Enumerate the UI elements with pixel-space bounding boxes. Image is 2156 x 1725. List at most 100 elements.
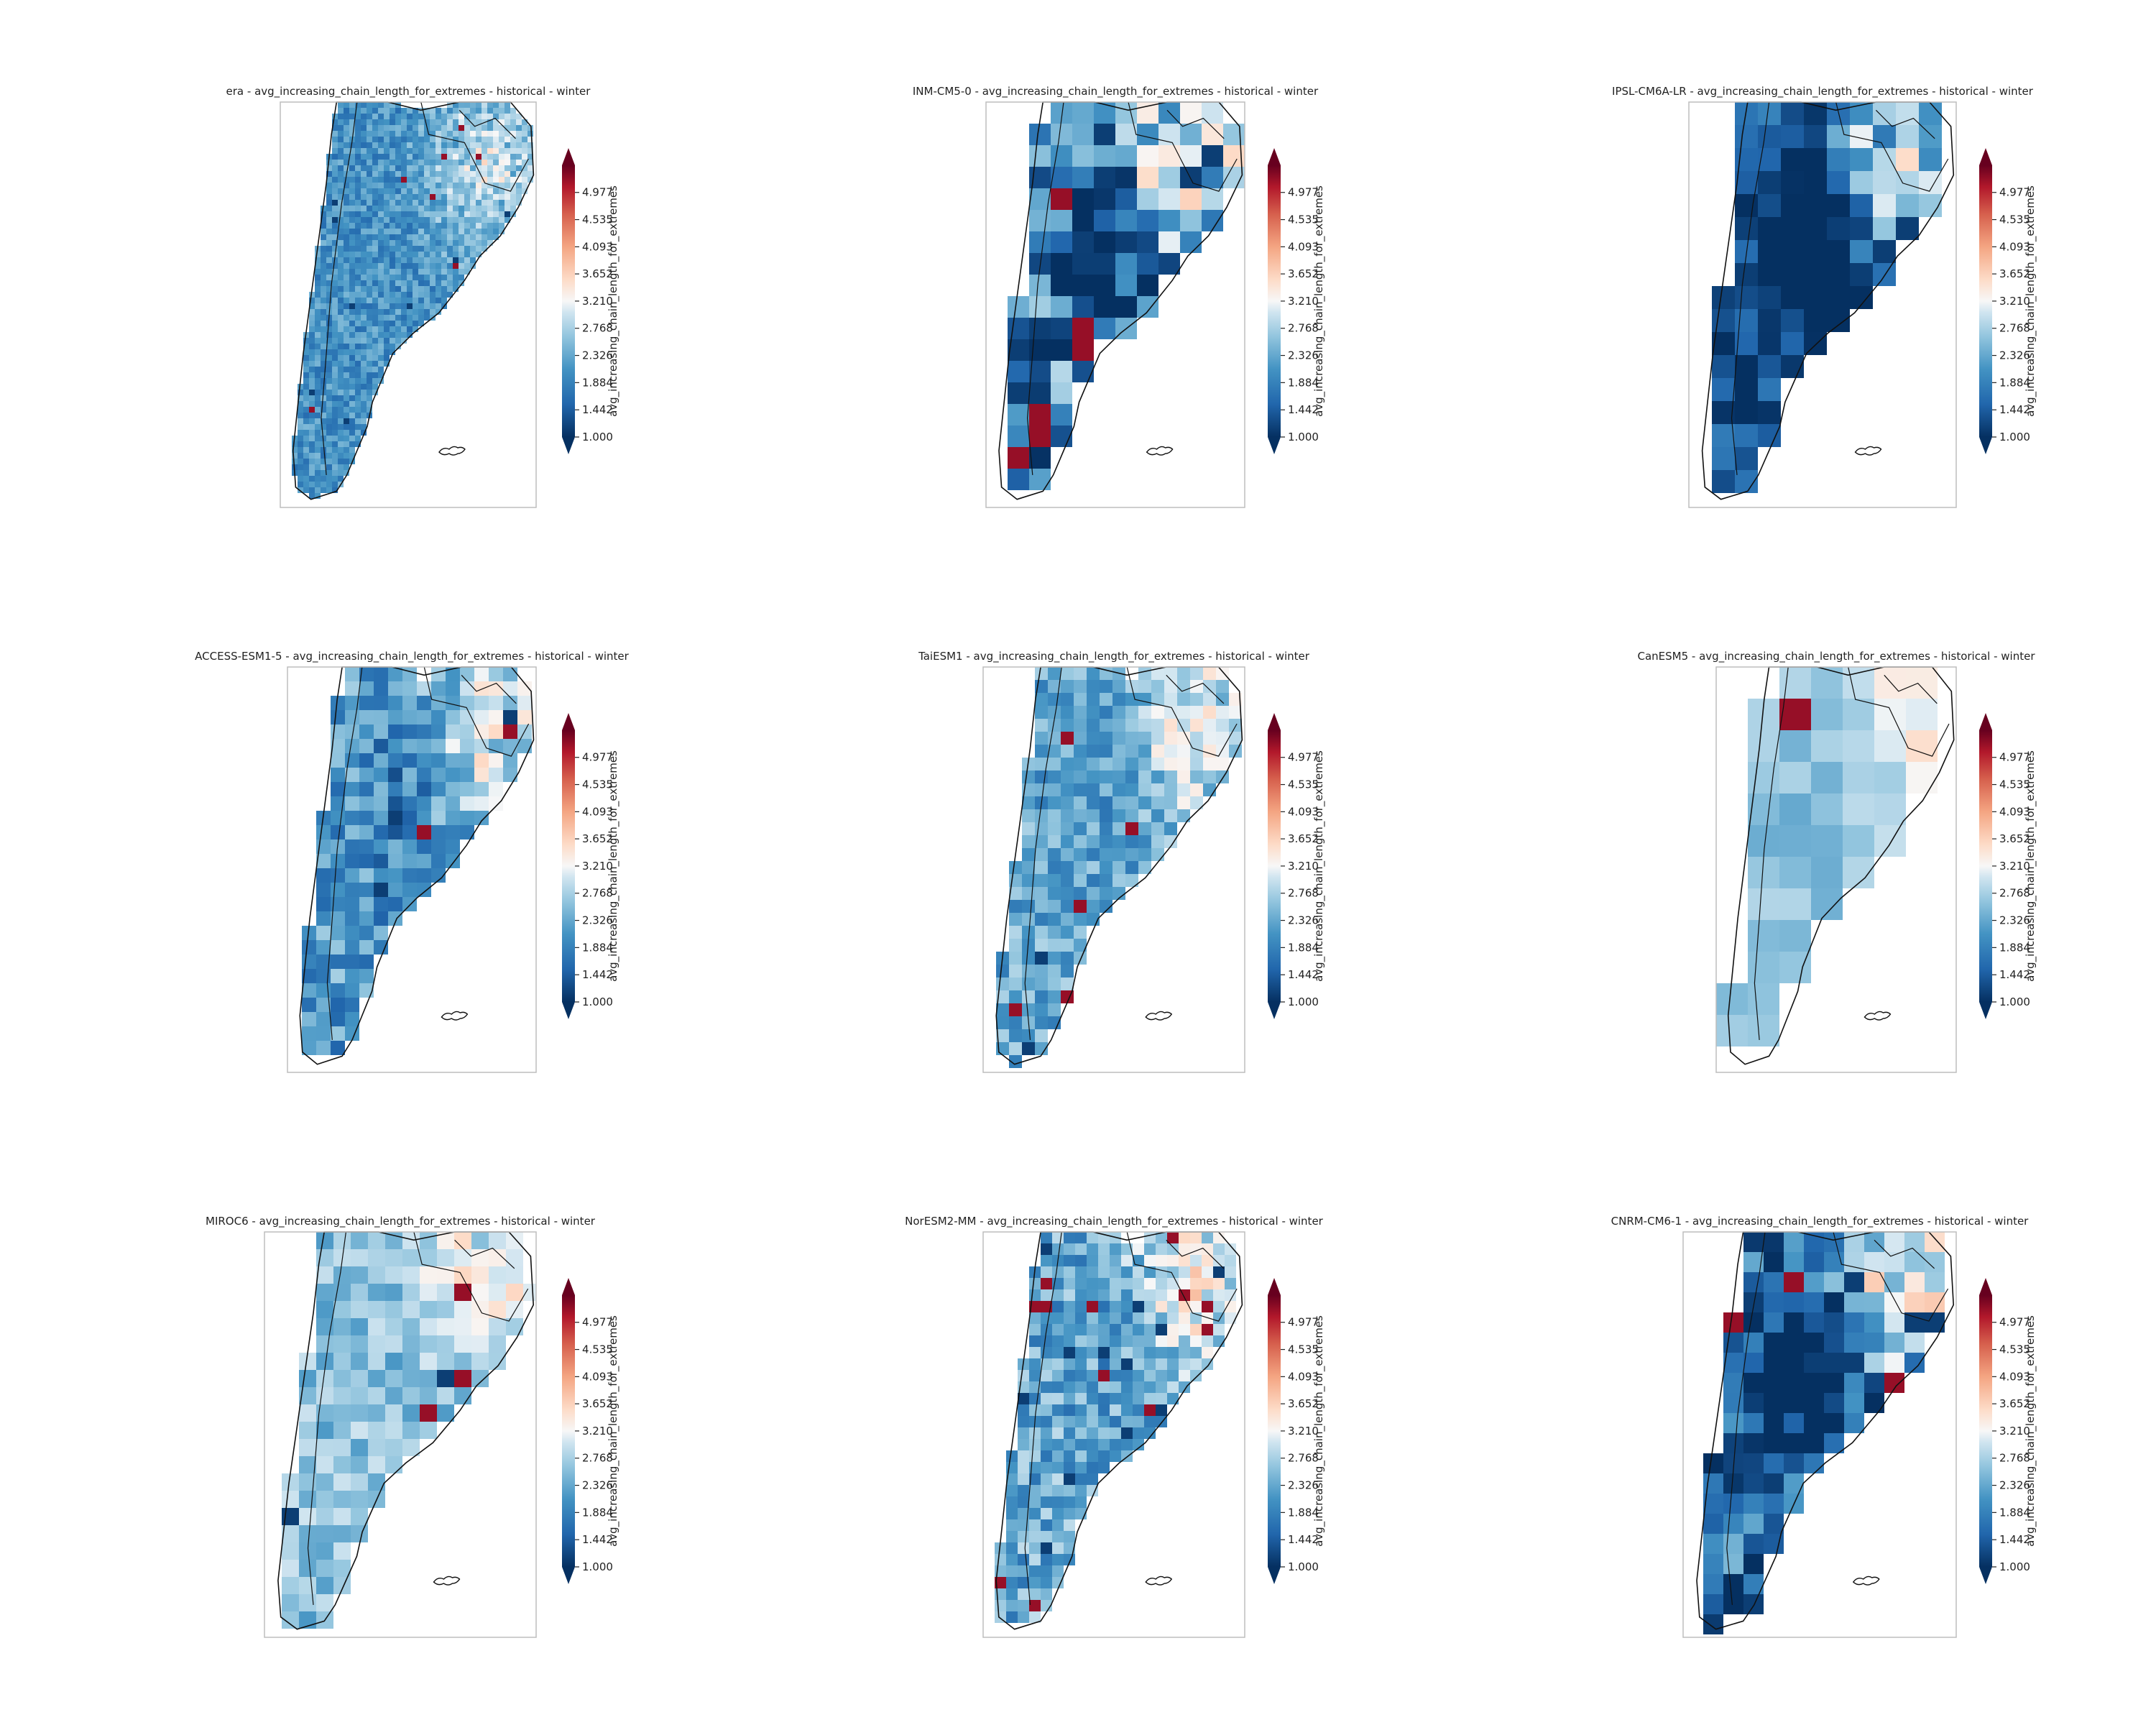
border-paraguay — [1874, 1239, 1935, 1269]
map-title: IPSL-CM6A-LR - avg_increasing_chain_leng… — [1612, 85, 2034, 98]
colorbar-tick-label: 1.000 — [1999, 431, 2030, 443]
coastline — [1727, 666, 1955, 1065]
border-paraguay — [1875, 109, 1935, 139]
border-andes — [321, 101, 358, 475]
coastline — [995, 666, 1243, 1065]
map-title: MIROC6 - avg_increasing_chain_length_for… — [206, 1215, 596, 1228]
border-north — [420, 101, 529, 192]
falkland-islands — [438, 446, 466, 456]
colorbar-tick-label: 3.652 — [582, 1397, 613, 1410]
colorbar-tick-label: 4.535 — [1999, 213, 2030, 226]
colorbar-tick-label: 1.884 — [582, 941, 613, 954]
colorbar-extend-min — [1268, 437, 1281, 454]
map-panel-miroc: MIROC6 - avg_increasing_chain_length_for… — [206, 1215, 620, 1638]
colorbar-tick-label: 4.977 — [582, 751, 613, 764]
colorbar-tick-label: 1.442 — [582, 1533, 613, 1546]
colorbar-tick-label: 4.977 — [1288, 186, 1319, 199]
colorbar-tick-label: 2.326 — [1999, 914, 2030, 927]
colorbar-tick-label: 3.210 — [1999, 295, 2030, 308]
coastline — [299, 666, 535, 1065]
colorbar-label: avg_increasing_chain_length_for_extremes — [607, 185, 620, 417]
border-paraguay — [461, 674, 517, 704]
colorbar-tick-label: 4.977 — [1999, 751, 2030, 764]
colorbar-body — [1268, 1295, 1281, 1567]
colorbar-tick-label: 4.093 — [1288, 240, 1319, 253]
colorbar-tick-label: 1.000 — [1288, 1560, 1319, 1573]
map-title: ACCESS-ESM1-5 - avg_increasing_chain_len… — [195, 650, 629, 663]
colorbar-extend-min — [1268, 1002, 1281, 1019]
colorbar-tick-label: 2.326 — [1999, 349, 2030, 362]
falkland-islands — [433, 1576, 461, 1586]
border-andes — [307, 1231, 346, 1605]
colorbar-tick-label: 3.210 — [1288, 295, 1319, 308]
coastline — [277, 1231, 535, 1630]
border-paraguay — [1166, 109, 1225, 139]
data-field — [1716, 667, 1938, 1046]
border-north — [1126, 666, 1238, 757]
border-andes — [1731, 101, 1770, 475]
colorbar: 1.000 1.442 1.884 2.326 2.768 3.210 3.652 4.093… — [1268, 1278, 1326, 1584]
border-paraguay — [459, 109, 516, 139]
colorbar-extend-max — [1979, 148, 1992, 165]
colorbar-tick-label: 4.535 — [1999, 1343, 2030, 1356]
colorbar-label: avg_increasing_chain_length_for_extremes — [607, 750, 620, 982]
border-andes — [1024, 1231, 1062, 1605]
colorbar: 1.000 1.442 1.884 2.326 2.768 3.210 3.652 4.093… — [1268, 713, 1326, 1019]
colorbar-tick-label: 3.210 — [582, 860, 613, 873]
data-field — [1712, 102, 1942, 493]
colorbar-body — [1979, 165, 1992, 437]
colorbar-tick-label: 1.000 — [1288, 995, 1319, 1008]
colorbar-extend-min — [1268, 1567, 1281, 1584]
colorbar-extend-max — [1979, 713, 1992, 730]
colorbar-body — [1979, 730, 1992, 1002]
colorbar-tick-label: 3.652 — [1288, 267, 1319, 280]
map-frame — [985, 101, 1245, 508]
colorbar-tick-label: 2.768 — [582, 1452, 613, 1465]
colorbar-extend-max — [1268, 1278, 1281, 1295]
coastline — [998, 101, 1243, 500]
map-frame — [280, 101, 537, 508]
colorbar-tick-label: 4.093 — [582, 1370, 613, 1383]
colorbar-extend-max — [562, 1278, 575, 1295]
colorbar-tick-label: 1.000 — [1999, 995, 2030, 1008]
colorbar-tick-label: 1.884 — [1999, 376, 2030, 389]
colorbar: 1.000 1.442 1.884 2.326 2.768 3.210 3.652 4.093… — [562, 148, 620, 454]
map-panel-cnrm: CNRM-CM6-1 - avg_increasing_chain_length… — [1611, 1215, 2037, 1638]
colorbar: 1.000 1.442 1.884 2.326 2.768 3.210 3.652 4.093… — [1979, 148, 2037, 454]
border-north — [1848, 666, 1950, 757]
border-paraguay — [1884, 674, 1938, 704]
colorbar-tick-label: 3.210 — [1999, 1425, 2030, 1438]
border-paraguay — [1166, 674, 1225, 704]
colorbar-tick-label: 4.535 — [1288, 1343, 1319, 1356]
colorbar-extend-max — [562, 713, 575, 730]
colorbar-tick-label: 2.326 — [582, 914, 613, 927]
map-panel-ipsl: IPSL-CM6A-LR - avg_increasing_chain_leng… — [1612, 85, 2037, 508]
colorbar: 1.000 1.442 1.884 2.326 2.768 3.210 3.652 4.093… — [1268, 148, 1326, 454]
map-title: TaiESM1 - avg_increasing_chain_length_fo… — [918, 650, 1310, 663]
map-frame — [264, 1231, 537, 1638]
data-field — [282, 1232, 536, 1629]
colorbar-label: avg_increasing_chain_length_for_extremes — [2024, 750, 2037, 982]
colorbar-label: avg_increasing_chain_length_for_extremes — [1312, 750, 1326, 982]
colorbar-tick-label: 2.768 — [582, 887, 613, 900]
colorbar-tick-label: 2.768 — [1288, 887, 1319, 900]
colorbar-tick-label: 4.093 — [1999, 805, 2030, 818]
colorbar-body — [1268, 165, 1281, 437]
colorbar-extend-min — [1979, 1567, 1992, 1584]
border-north — [423, 666, 530, 757]
colorbar-tick-label: 4.093 — [1999, 1370, 2030, 1383]
falkland-islands — [1145, 1576, 1173, 1586]
colorbar-tick-label: 3.210 — [1999, 860, 2030, 873]
colorbar-tick-label: 3.652 — [1999, 1397, 2030, 1410]
colorbar-label: avg_increasing_chain_length_for_extremes — [607, 1315, 620, 1547]
falkland-islands — [441, 1011, 469, 1021]
coastline — [292, 101, 535, 500]
colorbar-tick-label: 1.000 — [1999, 1560, 2030, 1573]
colorbar-tick-label: 4.977 — [582, 1316, 613, 1329]
border-andes — [1024, 666, 1062, 1040]
coastline — [1696, 1231, 1955, 1630]
colorbar-extend-max — [1268, 713, 1281, 730]
colorbar-tick-label: 2.326 — [1288, 1479, 1319, 1492]
colorbar-tick-label: 2.768 — [1288, 322, 1319, 335]
map-frame — [982, 666, 1245, 1073]
